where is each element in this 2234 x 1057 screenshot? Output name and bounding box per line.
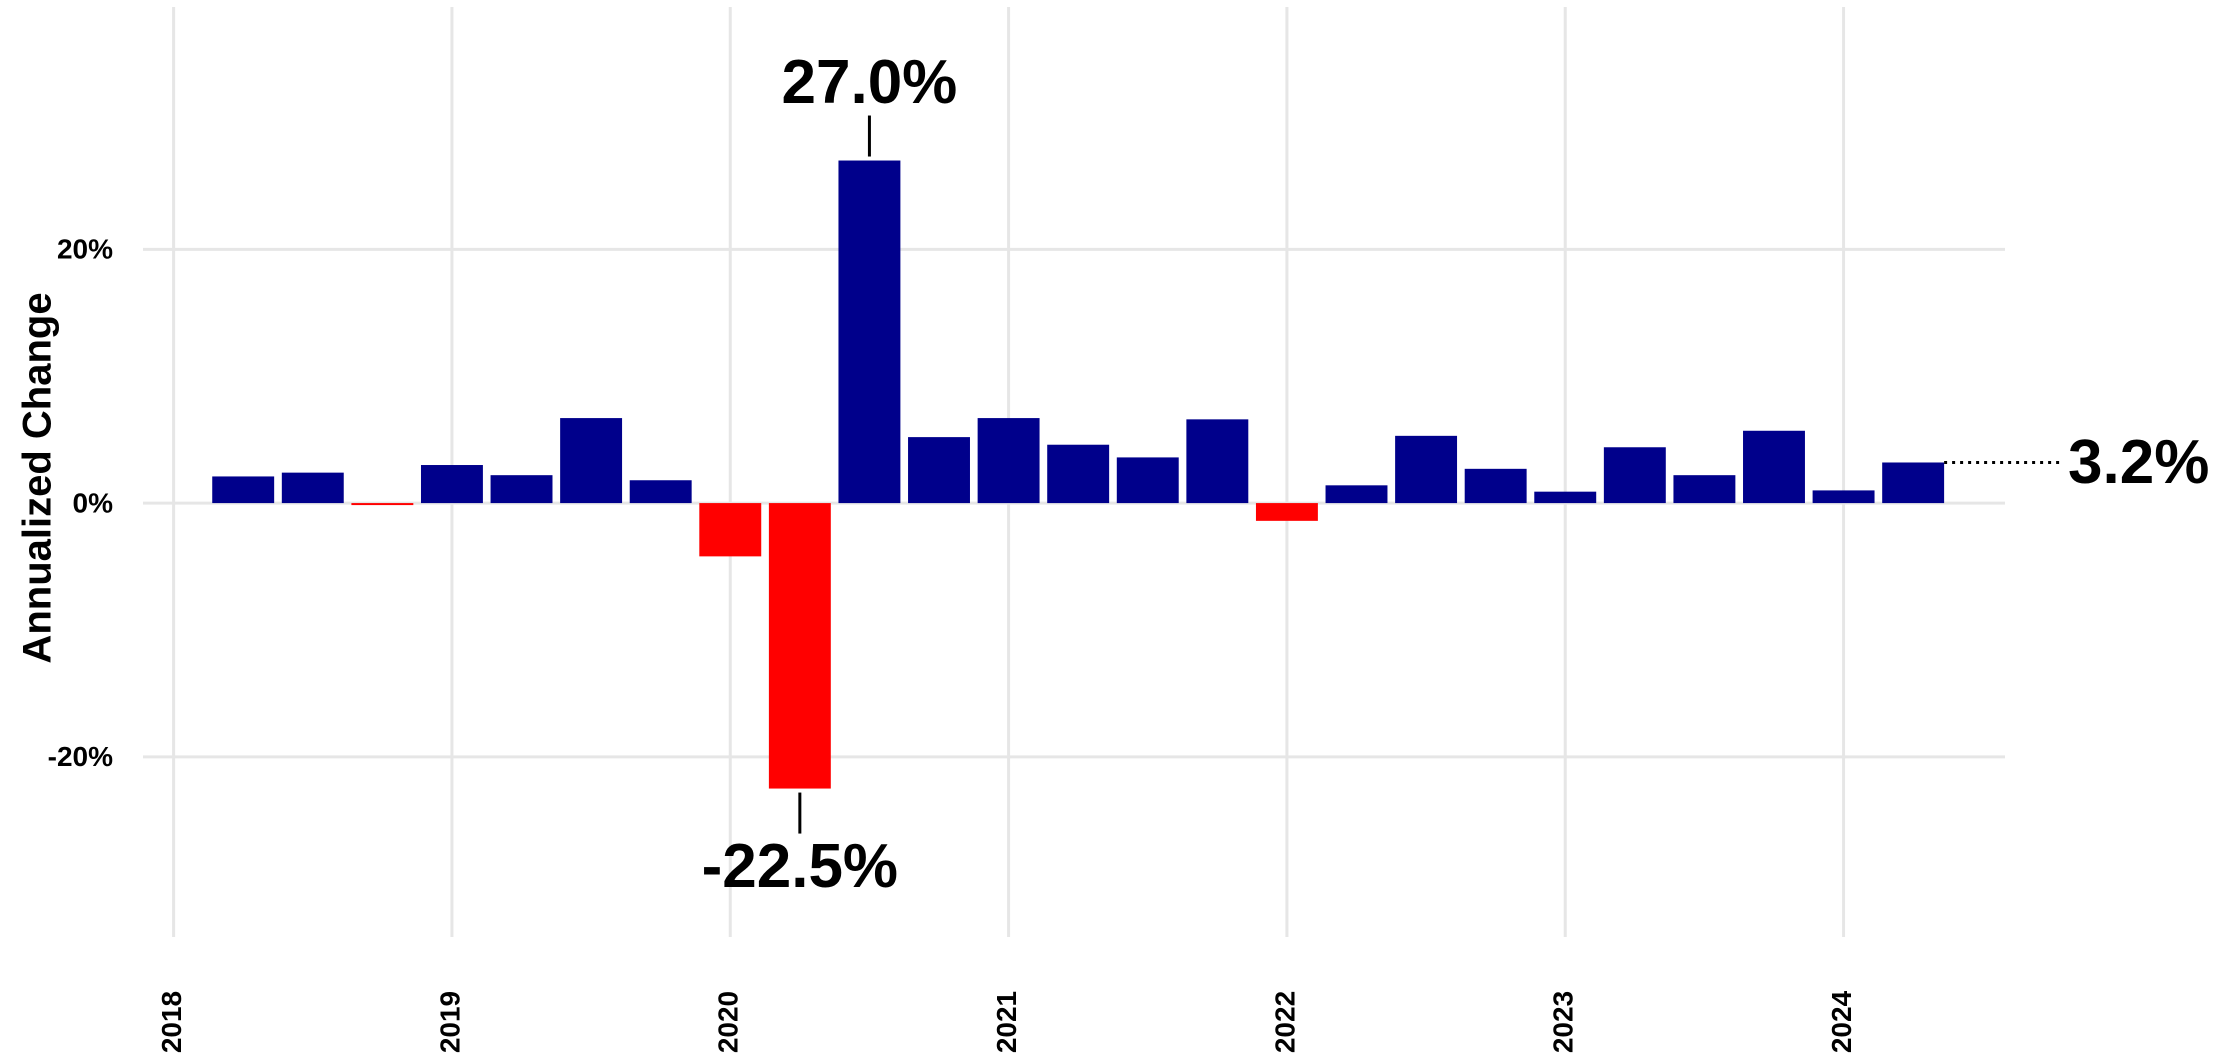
bar: [977, 418, 1040, 504]
bar: [838, 160, 901, 504]
bar: [1255, 503, 1318, 521]
bar: [1325, 485, 1388, 504]
bar: [420, 465, 483, 504]
x-tick-label: 2020: [713, 991, 744, 1053]
value-label: 27.0%: [782, 48, 958, 117]
bar: [560, 418, 623, 504]
bar: [768, 503, 831, 789]
bar: [1116, 457, 1179, 504]
value-label: -22.5%: [702, 832, 898, 901]
bar: [699, 503, 762, 557]
bar: [1673, 475, 1736, 504]
bar: [1186, 419, 1249, 504]
bar: [490, 475, 553, 504]
y-tick-label: -20%: [48, 741, 113, 772]
bar: [1743, 430, 1805, 504]
x-tick-label: 2021: [991, 991, 1022, 1053]
bar: [281, 472, 344, 504]
bar: [1534, 491, 1597, 504]
x-tick-label: 2024: [1826, 990, 1857, 1053]
x-tick-label: 2023: [1548, 991, 1579, 1053]
bar: [908, 437, 970, 504]
y-tick-label: 0%: [73, 487, 114, 518]
value-label: 3.2%: [2068, 428, 2209, 497]
bar: [1464, 468, 1527, 504]
y-axis-label: Annualized Change: [16, 292, 60, 663]
y-tick-label: 20%: [57, 234, 113, 265]
bar: [629, 480, 692, 504]
bar: [1882, 462, 1945, 504]
x-tick-label: 2019: [434, 991, 465, 1053]
bar: [212, 476, 275, 504]
bar: [1395, 435, 1458, 504]
bar: [1603, 447, 1666, 504]
x-tick-label: 2022: [1269, 991, 1300, 1053]
bar: [1812, 490, 1875, 504]
bar: [351, 503, 414, 506]
bar: [1047, 444, 1110, 504]
x-tick-label: 2018: [156, 991, 187, 1053]
